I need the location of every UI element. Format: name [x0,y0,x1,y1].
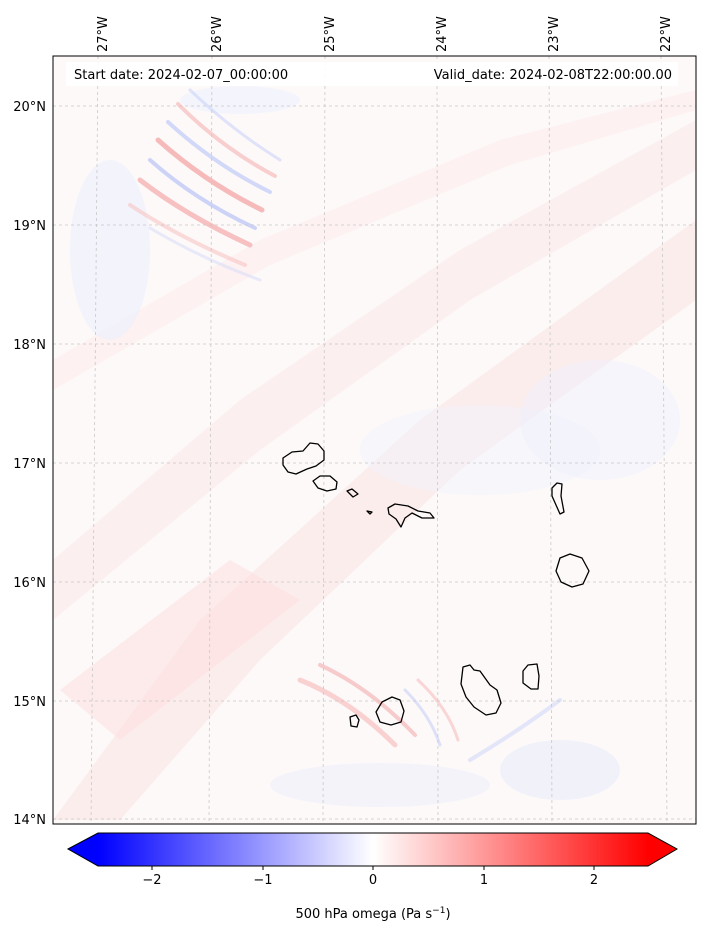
colorbar-title: 500 hPa omega (Pa s−1) [295,906,450,922]
colorbar-tick-label: −2 [142,873,161,888]
colorbar-tick-label: 0 [369,873,377,888]
lat-tick-label: 17°N [13,457,46,472]
lon-tick-label: 24°W [435,16,450,52]
lat-tick-label: 18°N [13,338,46,353]
island-boa-vista [555,553,590,588]
colorbar: −2 −1 0 1 2 500 hPa omega (Pa s−1) [66,832,679,922]
island-santa-luzia [346,488,359,498]
island-sao-nicolau-main [387,503,435,528]
info-box [66,62,678,86]
colorbar-title-sup: −1 [432,906,445,916]
valid-date-label: Valid_date: 2024-02-08T22:00:00.00 [434,68,672,83]
start-date-label: Start date: 2024-02-07_00:00:00 [74,68,288,83]
colorbar-tick-label: 2 [590,873,598,888]
lat-tick-label: 20°N [13,100,46,115]
colorbar-title-end: ) [445,907,450,922]
lat-tick-label: 14°N [13,813,46,828]
island-sao-nicolau [366,510,373,515]
colorbar-extend-low [68,833,98,866]
lat-tick-label: 19°N [13,219,46,234]
colorbar-tick-label: −1 [253,873,272,888]
island-maio [522,663,540,690]
island-brava [349,714,360,728]
colorbar-extend-high [648,833,677,866]
map-panel: Start date: 2024-02-07_00:00:00 Valid_da… [52,55,697,825]
island-santiago [460,664,502,716]
lat-tick-label: 16°N [13,576,46,591]
longitude-ticks: 27°W 26°W 25°W 24°W 23°W 22°W [96,16,674,52]
lon-tick-label: 22°W [659,16,674,52]
island-sal [551,482,565,515]
lon-tick-label: 27°W [96,16,111,52]
omega-field [53,86,696,820]
island-santo-antao [282,442,325,475]
colorbar-body [98,833,648,866]
coastlines [282,442,590,728]
gridlines [53,56,696,824]
colorbar-tick-marks [151,866,595,870]
lat-tick-label: 15°N [13,695,46,710]
lon-tick-label: 26°W [210,16,225,52]
wave-pattern-north [128,88,282,282]
colorbar-tick-label: 1 [480,873,488,888]
colorbar-title-main: 500 hPa omega (Pa s [295,907,432,922]
colorbar-outline [66,832,679,867]
lon-tick-label: 23°W [547,16,562,52]
latitude-ticks: 20°N 19°N 18°N 17°N 16°N 15°N 14°N [13,100,46,828]
island-sao-vicente [312,475,338,492]
island-fogo [375,696,405,726]
map-frame [52,55,697,825]
lon-tick-label: 25°W [323,16,338,52]
